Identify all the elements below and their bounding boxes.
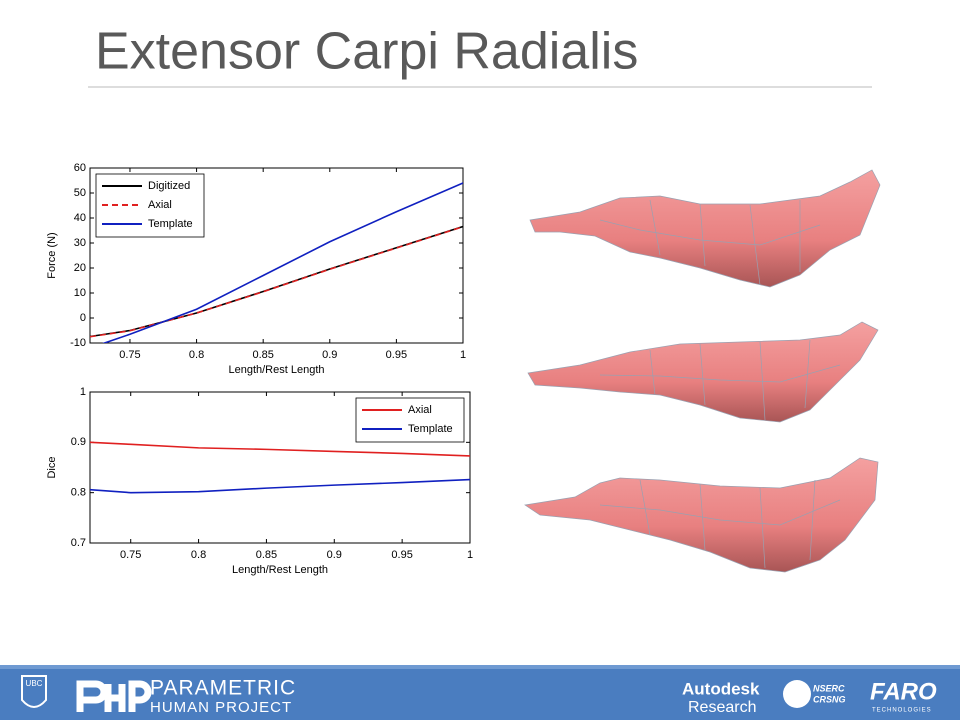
ubc-text: UBC: [26, 679, 43, 688]
footer: UBC PARAMETRIC HUMAN PROJECT Autodesk Re…: [0, 665, 960, 720]
y-tick-label: 0.8: [71, 487, 86, 499]
faro-logo: TECHNOLOGIES: [872, 708, 932, 714]
y-axis-label: Force (N): [46, 232, 58, 278]
x-tick-label: 1: [467, 549, 473, 561]
nserc-logo: NSERC: [813, 683, 845, 693]
x-tick-label: 0.85: [252, 349, 273, 361]
footer-edge: [0, 665, 960, 669]
php-logo: [76, 680, 152, 712]
legend-label: Axial: [148, 199, 172, 211]
y-tick-label: 50: [74, 187, 86, 199]
mesh-lines: [599, 479, 841, 569]
slide-title: Extensor Carpi Radialis: [95, 23, 638, 81]
y-axis-label: Dice: [46, 456, 58, 478]
autodesk-logo: Research: [688, 699, 756, 716]
legend-label: Axial: [408, 404, 432, 416]
ubc-crest: [21, 675, 47, 708]
y-tick-label: -10: [70, 337, 86, 349]
x-tick-label: 0.75: [120, 549, 141, 561]
x-tick-label: 0.95: [391, 549, 412, 561]
y-tick-label: 0: [80, 312, 86, 324]
muscle-template: [524, 457, 879, 573]
x-tick-label: 0.9: [327, 549, 342, 561]
y-tick-label: 40: [74, 212, 86, 224]
chart: 0.75 0.8 0.85 0.9 0.95 1 0.7 0.8 0.9 1 Length/Rest…: [46, 386, 473, 576]
muscle-renders: [524, 169, 881, 573]
series-line: [102, 182, 463, 343]
faro-logo: FARO: [870, 678, 937, 705]
x-tick-label: 0.9: [322, 349, 337, 361]
y-tick-label: 0.7: [71, 537, 86, 549]
y-tick-label: 10: [74, 287, 86, 299]
x-tick-label: 0.75: [119, 349, 140, 361]
x-axis-label: Length/Rest Length: [232, 564, 328, 576]
y-tick-label: 60: [74, 162, 86, 174]
muscle-axial: [527, 321, 879, 423]
y-tick-label: 20: [74, 262, 86, 274]
x-tick-label: 1: [460, 349, 466, 361]
nserc-logo: CRSNG: [813, 694, 846, 704]
y-tick-label: 0.9: [71, 436, 86, 448]
legend-label: Template: [148, 218, 193, 230]
x-tick-label: 0.85: [256, 549, 277, 561]
y-tick-label: 30: [74, 237, 86, 249]
series-line: [90, 225, 463, 338]
series-line: [90, 441, 470, 457]
series-line: [90, 478, 470, 494]
y-tick-label: 1: [80, 386, 86, 398]
x-tick-label: 0.8: [189, 349, 204, 361]
legend-label: Template: [408, 423, 453, 435]
x-axis-label: Length/Rest Length: [228, 364, 324, 376]
x-tick-label: 0.8: [191, 549, 206, 561]
x-tick-label: 0.95: [386, 349, 407, 361]
autodesk-logo: Autodesk: [682, 679, 760, 698]
muscle-digitized: [529, 169, 881, 288]
mesh-lines: [599, 339, 841, 421]
mesh-lines: [599, 199, 821, 286]
legend-box: [355, 397, 465, 443]
nserc-emblem: [783, 680, 811, 708]
chart: 0.75 0.8 0.85 0.9 0.95 1 -10 0 10 20 30 40 50 60 Lengt…: [46, 162, 466, 376]
project-name: HUMAN PROJECT: [150, 699, 292, 716]
project-name: PARAMETRIC: [150, 677, 296, 700]
legend-label: Digitized: [148, 180, 190, 192]
